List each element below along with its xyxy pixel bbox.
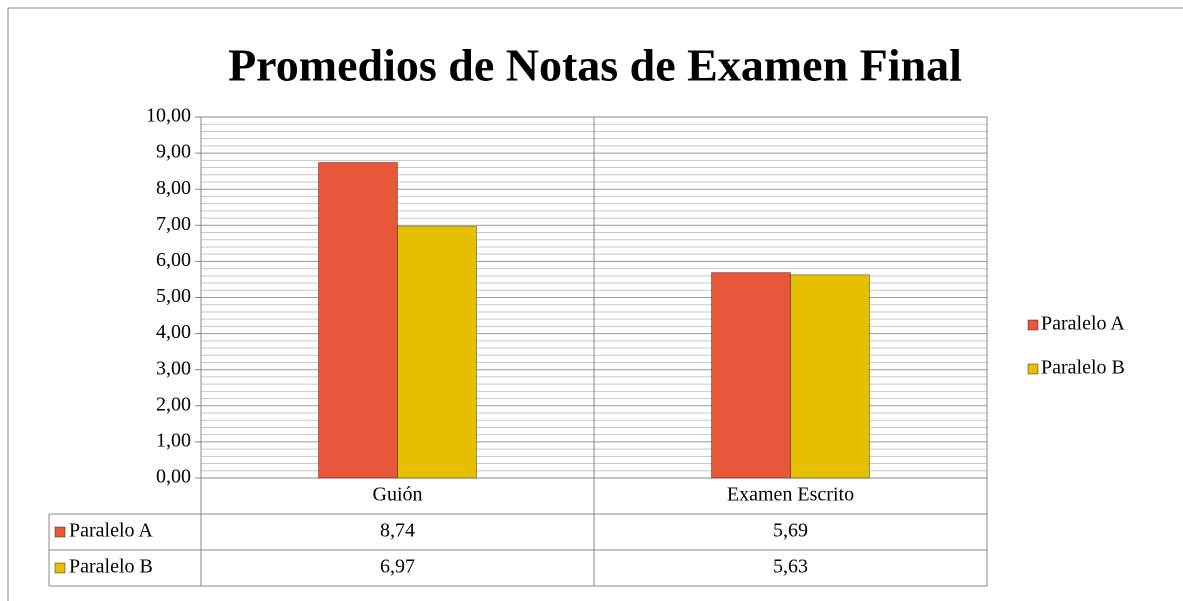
legend-key bbox=[1027, 319, 1039, 331]
bar bbox=[397, 225, 477, 479]
y-tick-label: 10,00 bbox=[146, 105, 191, 127]
table-value: 8,74 bbox=[380, 520, 415, 542]
y-tick-label: 2,00 bbox=[156, 393, 191, 415]
y-tick-label: 3,00 bbox=[156, 357, 191, 379]
table-legend-key bbox=[54, 526, 66, 538]
y-tick-label: 1,00 bbox=[156, 429, 191, 451]
legend-label: Paralelo B bbox=[1041, 357, 1125, 379]
y-tick-label: 6,00 bbox=[156, 249, 191, 271]
table-series-name: Paralelo B bbox=[69, 556, 153, 578]
legend-key bbox=[1027, 363, 1039, 375]
bar bbox=[318, 161, 398, 479]
legend-label: Paralelo A bbox=[1041, 313, 1125, 335]
table-legend-key bbox=[54, 562, 66, 574]
table-value: 5,69 bbox=[773, 520, 808, 542]
y-tick-label: 0,00 bbox=[156, 466, 191, 488]
chart-title: Promedios de Notas de Examen Final bbox=[228, 40, 962, 91]
bar bbox=[711, 272, 791, 479]
y-tick-label: 5,00 bbox=[156, 285, 191, 307]
y-tick-label: 8,00 bbox=[156, 177, 191, 199]
table-series-name: Paralelo A bbox=[69, 520, 153, 542]
y-tick-label: 9,00 bbox=[156, 141, 191, 163]
table-value: 6,97 bbox=[380, 556, 415, 578]
table-value: 5,63 bbox=[773, 556, 808, 578]
y-tick-label: 4,00 bbox=[156, 321, 191, 343]
bar bbox=[790, 274, 870, 479]
x-tick-label: Guión bbox=[373, 484, 423, 506]
x-tick-label: Examen Escrito bbox=[727, 484, 854, 506]
y-tick-label: 7,00 bbox=[156, 213, 191, 235]
